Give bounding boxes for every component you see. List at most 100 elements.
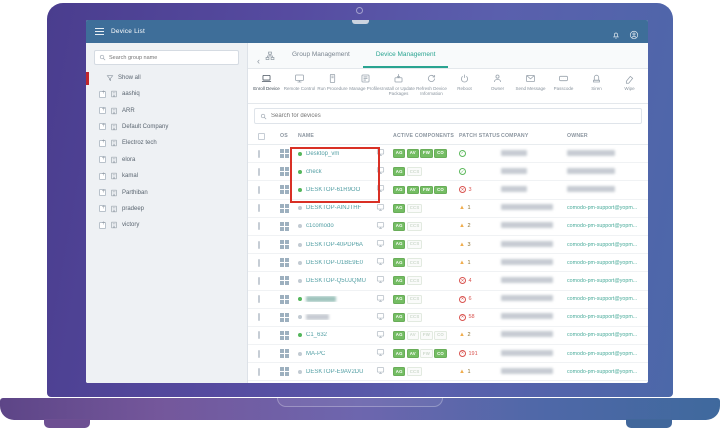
owner-email-link[interactable]: comodo-pm-support@yopm... [567, 314, 638, 321]
toolbar-button-reboot[interactable]: Reboot [448, 69, 481, 103]
expand-plus-icon[interactable] [99, 139, 107, 147]
device-name-link[interactable]: DESKTOP-U1BE9E0 [306, 259, 363, 266]
patch-count[interactable]: 6 [468, 296, 472, 303]
sidebar-group-item[interactable]: Electroz tech [86, 135, 247, 151]
toolbar-button-passcode[interactable]: Passcode [547, 69, 580, 103]
sidebar-group-item[interactable]: Parthiban [86, 184, 247, 200]
expand-plus-icon[interactable] [99, 205, 107, 213]
device-search-input[interactable] [271, 113, 636, 119]
notifications-icon[interactable] [611, 27, 621, 39]
owner-email-link[interactable]: comodo-pm-support@yopm... [567, 277, 638, 284]
device-search-box[interactable] [254, 108, 642, 124]
sidebar-group-item[interactable]: elora [86, 152, 247, 168]
patch-count[interactable]: 2 [467, 332, 471, 339]
patch-count[interactable]: 4 [468, 277, 472, 284]
device-name-link[interactable]: DESKTOP-AINJTHF [306, 205, 362, 212]
device-name-link[interactable]: DESKTOP-Q5UJQMU [306, 277, 366, 284]
row-checkbox[interactable] [258, 295, 260, 304]
device-name-link[interactable]: c1comodo [306, 223, 334, 230]
device-name-link[interactable]: DESKTOP-61R9OO [306, 186, 361, 193]
toolbar-button-manage-profiles[interactable]: Manage Profiles [349, 69, 382, 103]
patch-count[interactable]: 1 [467, 205, 471, 212]
toolbar-button-send-message[interactable]: Send Message [514, 69, 547, 103]
show-all-button[interactable]: Show all [86, 70, 247, 86]
owner-email-link[interactable]: comodo-pm-support@yopm... [567, 296, 638, 303]
group-search-box[interactable] [94, 50, 239, 65]
sidebar-group-item[interactable]: pradeep [86, 201, 247, 217]
group-search-input[interactable] [109, 54, 234, 61]
owner-email-link[interactable]: comodo-pm-support@yopm... [567, 241, 638, 248]
expand-plus-icon[interactable] [99, 90, 107, 98]
row-checkbox[interactable] [258, 313, 260, 322]
owner-email-link[interactable]: comodo-pm-support@yopm... [567, 205, 638, 212]
device-name-link[interactable]: DESKTOP-E9AV2DU [306, 368, 364, 375]
sidebar-group-item[interactable]: Default Company [86, 119, 247, 135]
device-name-link[interactable]: Desktop_vm [306, 150, 340, 157]
expand-plus-icon[interactable] [99, 172, 107, 180]
expand-plus-icon[interactable] [99, 189, 107, 197]
row-checkbox[interactable] [258, 149, 260, 158]
collapse-sidebar-icon[interactable] [257, 51, 262, 60]
expand-plus-icon[interactable] [99, 156, 107, 164]
owner-email-link[interactable]: comodo-pm-support@yopm... [567, 259, 638, 266]
toolbar-button-owner[interactable]: Owner [481, 69, 514, 103]
device-name-link[interactable]: check [306, 168, 322, 175]
patch-count[interactable]: 191 [468, 350, 478, 357]
device-name-link[interactable]: C1_632 [306, 332, 328, 339]
toolbar-button-enroll-device[interactable]: Enroll Device [250, 69, 283, 103]
row-checkbox[interactable] [258, 349, 260, 358]
row-checkbox[interactable] [258, 258, 260, 267]
sidebar-group-item[interactable]: aashiq [86, 86, 247, 102]
patch-count[interactable]: 3 [468, 186, 472, 193]
device-name-link[interactable]: DESKTOP-40PDP6A [306, 241, 363, 248]
toolbar-button-refresh-device-information[interactable]: Refresh Device Information [415, 69, 448, 103]
row-checkbox[interactable] [258, 222, 260, 231]
device-row[interactable]: check AG CCS [248, 163, 648, 182]
toolbar-button-remote-control[interactable]: Remote Control [283, 69, 316, 103]
patch-count[interactable]: 1 [467, 368, 471, 375]
row-checkbox[interactable] [258, 185, 260, 194]
row-checkbox[interactable] [258, 276, 260, 285]
row-checkbox[interactable] [258, 204, 260, 213]
sidebar-group-item[interactable]: victory [86, 217, 247, 233]
expand-plus-icon[interactable] [99, 221, 107, 229]
toolbar-button-siren[interactable]: Siren [580, 69, 613, 103]
patch-count[interactable]: 1 [467, 259, 471, 266]
patch-count[interactable]: 3 [467, 241, 471, 248]
owner-email-link[interactable]: comodo-pm-support@yopm... [567, 332, 638, 339]
patch-count[interactable]: 58 [468, 314, 475, 321]
row-checkbox[interactable] [258, 240, 260, 249]
owner-email-link[interactable]: comodo-pm-support@yopm... [567, 368, 638, 375]
tab-device-management[interactable]: Device Management [362, 43, 449, 68]
tab-group-management[interactable]: Group Management [292, 51, 350, 58]
hamburger-menu-icon[interactable] [95, 28, 104, 35]
owner-email-link[interactable]: comodo-pm-support@yopm... [567, 223, 638, 230]
toolbar-button-run-procedure[interactable]: Run Procedure [316, 69, 349, 103]
expand-plus-icon[interactable] [99, 123, 107, 131]
toolbar-button-install-or-update-packages[interactable]: Install or Update Packages [382, 69, 415, 103]
owner-email-link[interactable]: comodo-pm-support@yopm... [567, 350, 638, 357]
row-checkbox[interactable] [258, 331, 260, 340]
patch-count[interactable]: 2 [467, 223, 471, 230]
expand-plus-icon[interactable] [99, 107, 107, 115]
toolbar-button-wipe[interactable]: Wipe [613, 69, 646, 103]
sidebar-group-item[interactable]: kamal [86, 168, 247, 184]
sidebar-group-item[interactable]: ARR [86, 102, 247, 118]
row-checkbox[interactable] [258, 167, 260, 176]
user-profile-icon[interactable] [629, 27, 639, 39]
row-checkbox[interactable] [258, 367, 260, 376]
device-row[interactable]: Desktop_vm AG AV FW CO [248, 145, 648, 164]
device-name-link[interactable]: MA-PC [306, 350, 326, 357]
select-all-checkbox[interactable] [258, 132, 265, 140]
